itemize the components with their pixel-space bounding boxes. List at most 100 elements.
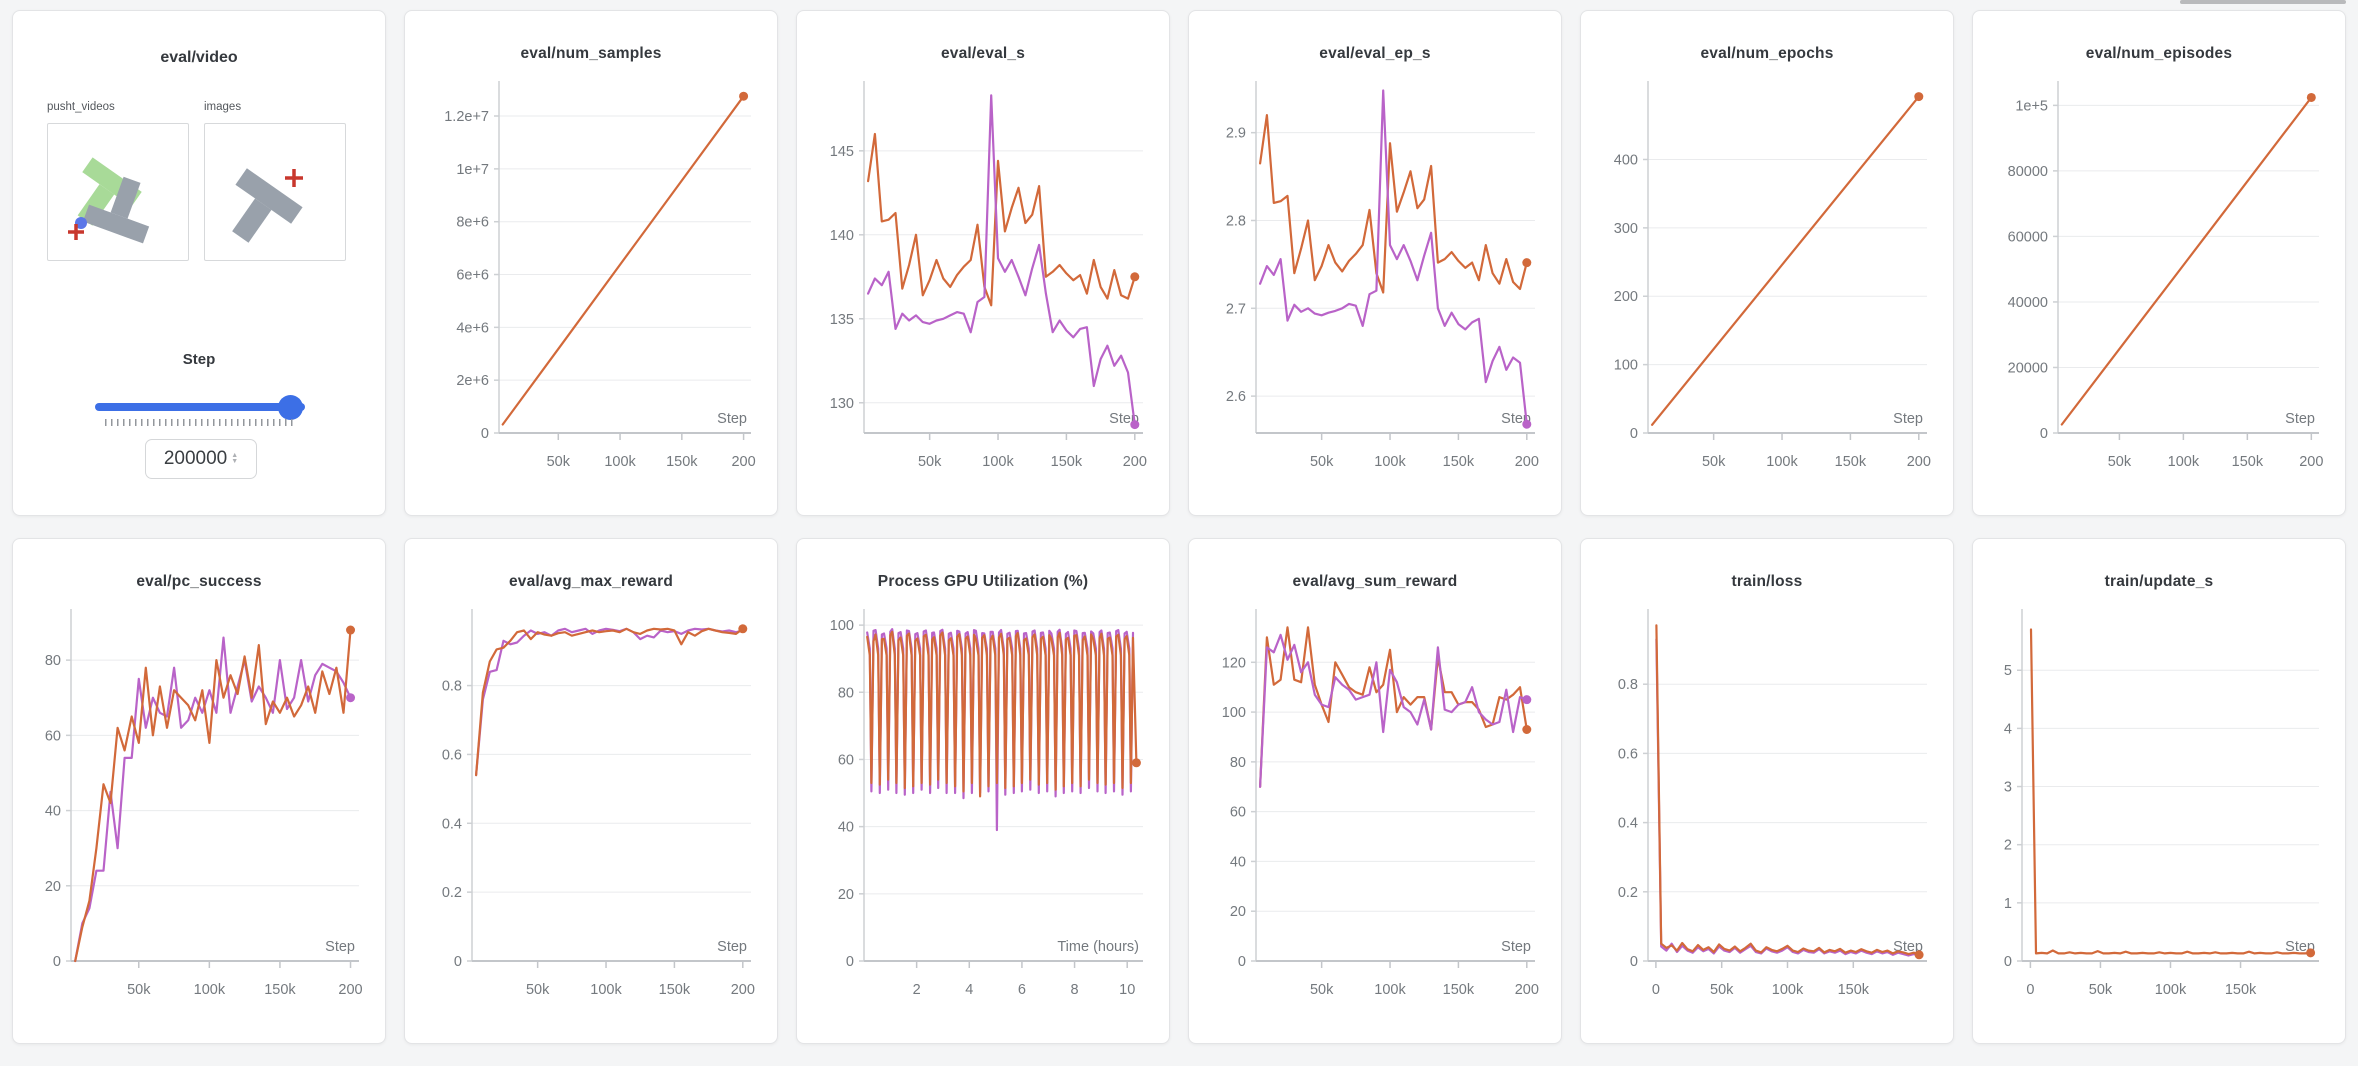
- svg-text:2.9: 2.9: [1226, 126, 1246, 142]
- svg-text:5: 5: [2004, 663, 2012, 679]
- chart-title: eval/num_samples: [520, 45, 662, 62]
- svg-text:200: 200: [1515, 982, 1539, 998]
- chart-title: Process GPU Utilization (%): [877, 573, 1089, 590]
- svg-text:200: 200: [2299, 454, 2323, 470]
- panel-eval-eval-s: eval/eval_s 130 135 140 145 50k 100k 150k 200 St…: [796, 10, 1170, 516]
- svg-text:Step: Step: [1893, 411, 1923, 427]
- svg-text:150k: 150k: [2232, 454, 2264, 470]
- panel-eval-eval-ep-s: eval/eval_ep_s 2.6 2.7 2.8 2.9 50k 100k 150k 20…: [1188, 10, 1562, 516]
- step-slider-track[interactable]: [95, 403, 305, 411]
- svg-text:50k: 50k: [1710, 982, 1734, 998]
- step-value[interactable]: 200000: [163, 448, 228, 469]
- svg-text:50k: 50k: [918, 454, 942, 470]
- chart-title: eval/avg_max_reward: [508, 573, 674, 590]
- svg-text:130: 130: [830, 396, 854, 412]
- chart-title: eval/num_epochs: [1700, 45, 1834, 62]
- panel-train-loss: train/loss 0 0.2 0.4 0.6 0.8 0 50k 100k 150k Step: [1580, 538, 1954, 1044]
- svg-text:50k: 50k: [127, 982, 151, 998]
- block-t-shape: [82, 176, 150, 244]
- svg-text:0: 0: [1652, 982, 1660, 998]
- svg-text:4e+6: 4e+6: [456, 320, 489, 336]
- svg-text:0.6: 0.6: [1618, 746, 1638, 762]
- svg-text:Step: Step: [325, 939, 355, 955]
- svg-text:80000: 80000: [2008, 164, 2048, 180]
- svg-text:140: 140: [830, 228, 854, 244]
- svg-text:1: 1: [2004, 896, 2012, 912]
- scrollbar-thumb[interactable]: [2180, 0, 2346, 4]
- video-thumbnail-images[interactable]: [204, 123, 346, 261]
- svg-text:Step: Step: [1501, 939, 1531, 955]
- media-panel-title: eval/video: [160, 49, 238, 66]
- svg-text:400: 400: [1614, 152, 1638, 168]
- block-t-shape: [232, 168, 303, 243]
- svg-text:0.8: 0.8: [442, 679, 462, 695]
- svg-text:4: 4: [965, 982, 973, 998]
- line-chart[interactable]: 0 0.2 0.4 0.6 0.8 50k 100k 150k 200 Step: [405, 601, 778, 1031]
- svg-text:0: 0: [454, 954, 462, 970]
- svg-text:0: 0: [481, 426, 489, 442]
- video-thumbnail-pusht[interactable]: [47, 123, 189, 261]
- svg-text:6e+6: 6e+6: [456, 268, 489, 284]
- chart-title: eval/pc_success: [136, 573, 262, 590]
- panel-eval-num-episodes: eval/num_episodes 0 20000 40000 60000 80000 1…: [1972, 10, 2346, 516]
- line-chart[interactable]: 0 20 40 60 80 100 120 50k 100k 150k 200 Step: [1189, 601, 1562, 1031]
- stepper-arrows[interactable]: ▲ ▼: [231, 452, 239, 465]
- target-cross-icon: [285, 169, 303, 187]
- line-chart[interactable]: 0 100 200 300 400 50k 100k 150k 200 Step: [1581, 73, 1954, 503]
- line-chart[interactable]: 0 20000 40000 60000 80000 1e+5 50k 100k 150k 200 S…: [1973, 73, 2346, 503]
- svg-text:50k: 50k: [526, 982, 550, 998]
- svg-text:8: 8: [1071, 982, 1079, 998]
- svg-text:150k: 150k: [1838, 982, 1870, 998]
- panel-eval-avg-sum-reward: eval/avg_sum_reward 0 20 40 60 80 100 120 50k 10…: [1188, 538, 1562, 1044]
- svg-text:Step: Step: [717, 411, 747, 427]
- line-chart[interactable]: 0 20 40 60 80 100 2 4 6 8 10 Time (hours): [797, 601, 1170, 1031]
- svg-text:20000: 20000: [2008, 360, 2048, 376]
- svg-text:60: 60: [838, 752, 854, 768]
- svg-text:0.6: 0.6: [442, 747, 462, 763]
- svg-text:135: 135: [830, 312, 854, 328]
- svg-text:40: 40: [838, 820, 854, 836]
- panel-eval-video: eval/video pusht_videos images: [12, 10, 386, 516]
- step-slider-thumb[interactable]: [278, 395, 303, 420]
- stepper-down-icon[interactable]: ▼: [231, 458, 239, 465]
- svg-text:Step: Step: [717, 939, 747, 955]
- svg-text:50k: 50k: [1310, 982, 1334, 998]
- svg-text:Step: Step: [2285, 411, 2315, 427]
- svg-text:40: 40: [45, 804, 61, 820]
- svg-text:200: 200: [731, 454, 755, 470]
- svg-text:200: 200: [1614, 289, 1638, 305]
- chart-title: eval/eval_s: [940, 45, 1026, 62]
- svg-text:300: 300: [1614, 221, 1638, 237]
- panel-eval-avg-max-reward: eval/avg_max_reward 0 0.2 0.4 0.6 0.8 50k 100k…: [404, 538, 778, 1044]
- step-number-input[interactable]: 200000 ▲ ▼: [145, 439, 257, 479]
- svg-text:0: 0: [1630, 426, 1638, 442]
- svg-text:2e+6: 2e+6: [456, 373, 489, 389]
- svg-text:0: 0: [2040, 426, 2048, 442]
- target-cross-icon: [68, 224, 84, 240]
- step-slider-ticks: [105, 419, 295, 426]
- svg-text:200: 200: [338, 982, 362, 998]
- svg-text:100: 100: [1614, 358, 1638, 374]
- svg-text:0: 0: [846, 954, 854, 970]
- svg-text:80: 80: [1230, 755, 1246, 771]
- svg-text:145: 145: [830, 144, 854, 160]
- svg-text:100k: 100k: [1374, 454, 1406, 470]
- svg-text:0: 0: [2004, 954, 2012, 970]
- chart-title: eval/eval_ep_s: [1319, 45, 1431, 62]
- svg-text:2.7: 2.7: [1226, 301, 1246, 317]
- line-chart[interactable]: 0 2e+6 4e+6 6e+6 8e+6 1e+7 1.2e+7 50k 100k 150k 20…: [405, 73, 778, 503]
- media-key-label: images: [204, 101, 242, 113]
- panel-eval-num-samples: eval/num_samples 0 2e+6 4e+6 6e+6 8e+6 1e+7 1.…: [404, 10, 778, 516]
- svg-text:100k: 100k: [1374, 982, 1406, 998]
- line-chart[interactable]: 0 20 40 60 80 50k 100k 150k 200 Step: [13, 601, 386, 1031]
- stepper-up-icon[interactable]: ▲: [231, 452, 239, 459]
- chart-title: eval/num_episodes: [2085, 45, 2233, 62]
- svg-text:40000: 40000: [2008, 295, 2048, 311]
- svg-text:80: 80: [45, 653, 61, 669]
- panel-train-update-s: train/update_s 0 1 2 3 4 5 0 50k 100k 150k Step: [1972, 538, 2346, 1044]
